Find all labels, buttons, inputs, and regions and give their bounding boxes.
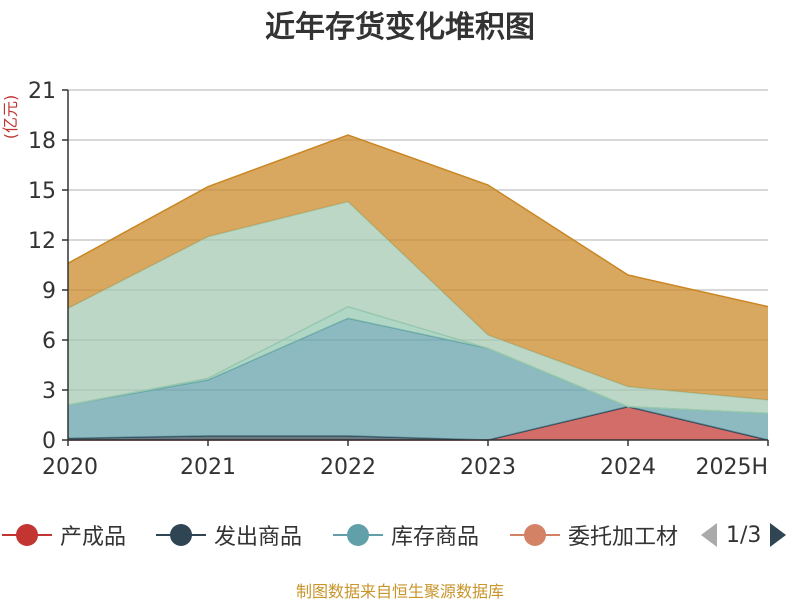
area-series-5 xyxy=(68,201,768,414)
x-tick-label-0: 2020 xyxy=(42,455,98,480)
x-tick-label-2: 2022 xyxy=(320,455,376,480)
legend-pager: 1/3 xyxy=(700,519,787,551)
y-tick-label-6: 18 xyxy=(28,129,56,154)
series-areas xyxy=(67,134,769,441)
y-tick-label-3: 9 xyxy=(42,279,56,304)
chart-title: 近年存货变化堆积图 xyxy=(265,10,535,45)
legend-label: 产成品 xyxy=(60,525,127,550)
legend-item-0[interactable]: 产成品 xyxy=(2,519,126,551)
x-tick-label-5: 2025H xyxy=(695,455,768,480)
legend-marker-icon xyxy=(510,524,560,546)
legend-prev-page-icon[interactable] xyxy=(700,521,718,549)
axes: 0 3 6 9 12 15 18 21 2020 2021 2022 2023 2024 2025H xyxy=(28,79,769,480)
legend: 产成品 发出商品 库存商品 委托加工材 1/3 xyxy=(0,513,800,557)
legend-next-page-icon[interactable] xyxy=(769,521,787,549)
x-tick-label-4: 2024 xyxy=(600,455,656,480)
x-tick-label-1: 2021 xyxy=(180,455,236,480)
y-tick-label-7: 21 xyxy=(28,79,56,104)
legend-marker-icon xyxy=(156,524,206,546)
area-line-series-6 xyxy=(67,134,769,308)
y-tick-label-5: 15 xyxy=(28,179,56,204)
legend-marker-icon xyxy=(333,524,383,546)
x-tick-label-3: 2023 xyxy=(460,455,516,480)
area-series-2 xyxy=(68,318,768,440)
legend-item-2[interactable]: 库存商品 xyxy=(333,519,479,551)
legend-item-1[interactable]: 发出商品 xyxy=(156,519,302,551)
legend-marker-icon xyxy=(2,524,52,546)
legend-item-3[interactable]: 委托加工材 xyxy=(510,519,678,551)
y-tick-label-0: 0 xyxy=(42,429,56,454)
y-tick-label-1: 3 xyxy=(42,379,56,404)
y-tick-label-2: 6 xyxy=(42,329,56,354)
legend-label: 发出商品 xyxy=(214,525,303,550)
legend-label: 库存商品 xyxy=(391,525,480,550)
legend-page-indicator: 1/3 xyxy=(726,522,762,548)
y-tick-label-4: 12 xyxy=(28,229,56,254)
area-series-6 xyxy=(68,135,768,400)
source-footer: 制图数据来自恒生聚源数据库 xyxy=(295,582,504,601)
legend-items: 产成品 发出商品 库存商品 委托加工材 xyxy=(0,513,688,557)
legend-label: 委托加工材 xyxy=(568,525,679,550)
